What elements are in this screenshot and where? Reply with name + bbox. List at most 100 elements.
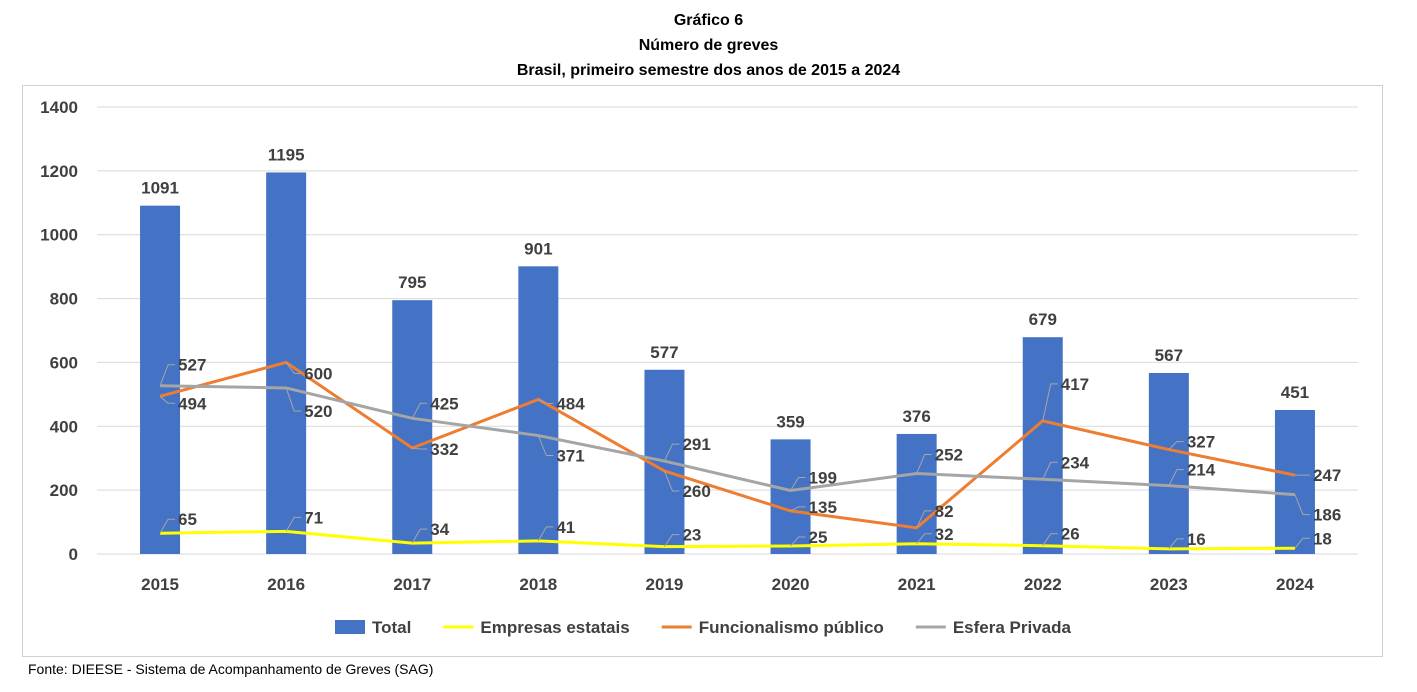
data-label-funcionalismo: 135 — [809, 498, 837, 517]
x-tick-label: 2024 — [1276, 575, 1314, 594]
leader-line — [285, 516, 302, 532]
data-label-estatais: 18 — [1313, 529, 1332, 548]
chart-subtitle: Número de greves — [638, 37, 779, 54]
legend-label: Funcionalismo público — [699, 618, 884, 637]
leader-line — [1042, 533, 1058, 546]
data-label-total: 1091 — [141, 179, 179, 198]
x-tick-label: 2015 — [141, 575, 179, 594]
leader-line — [537, 435, 554, 457]
bar-total — [896, 433, 937, 554]
data-label-funcionalismo: 260 — [682, 482, 710, 501]
leader-line — [538, 399, 554, 404]
data-label-privada: 252 — [935, 446, 963, 465]
leader-line — [1042, 461, 1058, 480]
data-label-total: 451 — [1281, 383, 1309, 402]
x-tick-label: 2016 — [267, 575, 305, 594]
leader-line — [412, 447, 428, 450]
chart-frame — [22, 85, 1383, 657]
data-label-funcionalismo: 247 — [1313, 466, 1341, 485]
bar-total — [1022, 337, 1063, 554]
leader-line — [159, 364, 176, 386]
y-tick-label: 800 — [50, 290, 78, 309]
data-label-privada: 234 — [1061, 453, 1090, 472]
y-tick-label: 1400 — [40, 98, 78, 117]
data-label-estatais: 34 — [430, 520, 449, 539]
x-tick-label: 2019 — [646, 575, 684, 594]
data-label-total: 901 — [524, 239, 552, 258]
x-tick-label: 2020 — [772, 575, 810, 594]
chart-title: Gráfico 6 — [673, 12, 744, 29]
leader-line — [663, 443, 680, 462]
line-empresas-estatais — [160, 529, 1295, 551]
leader-line — [916, 454, 932, 474]
bar-total — [770, 439, 811, 554]
source-note: Fonte: DIEESE - Sistema de Acompanhament… — [28, 661, 434, 677]
data-label-estatais: 32 — [935, 525, 954, 544]
leader-line — [411, 528, 428, 544]
leader-line — [159, 518, 176, 534]
data-label-estatais: 23 — [682, 526, 701, 545]
chart-subtitle-2: Brasil, primeiro semestre dos anos de 20… — [516, 62, 901, 79]
data-label-total: 577 — [650, 343, 678, 362]
legend-label: Empresas estatais — [480, 618, 629, 637]
y-tick-label: 400 — [50, 417, 78, 436]
y-tick-label: 200 — [50, 481, 78, 500]
leader-line — [537, 526, 554, 542]
legend-swatch-total — [335, 620, 365, 634]
data-label-total: 359 — [776, 412, 804, 431]
data-label-privada: 371 — [556, 447, 584, 466]
leader-line — [411, 402, 428, 419]
data-label-total: 376 — [902, 407, 930, 426]
data-label-funcionalismo: 600 — [304, 364, 332, 383]
leader-line — [663, 470, 680, 492]
data-label-privada: 527 — [178, 356, 206, 375]
bar-total — [518, 266, 559, 554]
y-tick-label: 0 — [69, 545, 78, 564]
data-label-funcionalismo: 417 — [1061, 375, 1089, 394]
line-funcionalismo-público — [159, 360, 1296, 530]
data-label-estatais: 41 — [556, 518, 575, 537]
data-label-funcionalismo: 494 — [178, 394, 207, 413]
leader-line — [1168, 538, 1184, 550]
leader-line — [1042, 383, 1058, 421]
leader-line — [790, 476, 806, 491]
y-tick-label: 1000 — [40, 226, 78, 245]
leader-line — [664, 534, 680, 547]
x-tick-label: 2022 — [1024, 575, 1062, 594]
data-label-total: 1195 — [268, 145, 305, 164]
data-label-total: 679 — [1029, 310, 1057, 329]
leader-line — [790, 506, 806, 512]
leader-line — [285, 362, 302, 374]
data-label-total: 795 — [398, 273, 426, 292]
leader-line — [916, 533, 932, 545]
x-tick-label: 2018 — [519, 575, 557, 594]
data-label-funcionalismo: 484 — [556, 394, 585, 413]
bar-total — [1274, 410, 1315, 554]
data-label-privada: 520 — [304, 402, 332, 421]
data-label-privada: 425 — [430, 394, 458, 413]
bar-total — [140, 205, 181, 554]
legend-label: Esfera Privada — [953, 618, 1072, 637]
leader-line — [1168, 441, 1184, 450]
data-label-estatais: 16 — [1187, 530, 1206, 549]
y-tick-label: 1200 — [40, 162, 78, 181]
data-label-privada: 291 — [682, 435, 710, 454]
leader-line — [916, 510, 932, 529]
bar-total — [392, 300, 433, 554]
leader-line — [790, 536, 806, 547]
data-label-privada: 186 — [1313, 506, 1341, 525]
data-label-total: 567 — [1155, 346, 1183, 365]
data-label-estatais: 71 — [304, 508, 323, 527]
leader-line — [285, 387, 302, 412]
legend-label: Total — [372, 618, 411, 637]
data-label-privada: 199 — [809, 468, 837, 487]
data-label-estatais: 25 — [809, 528, 828, 547]
data-label-funcionalismo: 327 — [1187, 433, 1215, 452]
bar-total — [1148, 372, 1189, 554]
leader-line — [1294, 537, 1310, 549]
line-esfera-privada — [160, 384, 1296, 497]
data-label-privada: 214 — [1187, 461, 1216, 480]
data-label-estatais: 26 — [1061, 525, 1080, 544]
leader-line — [1168, 469, 1184, 486]
